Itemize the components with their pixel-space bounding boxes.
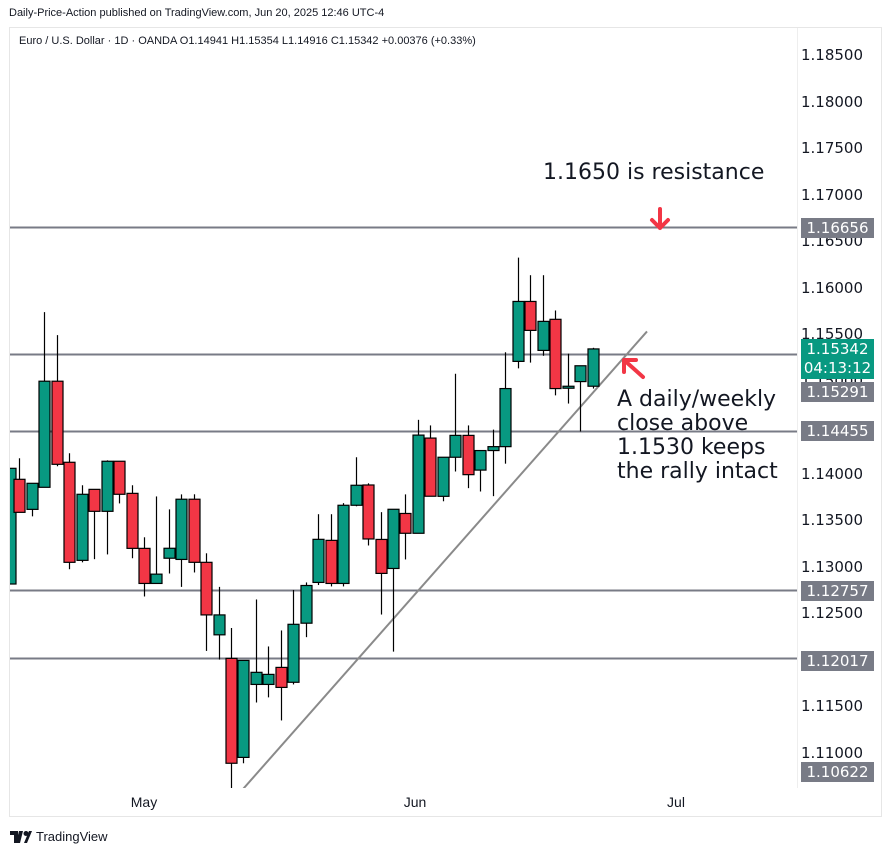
support-annotation-line-3: 1.1530 keeps xyxy=(617,435,766,460)
bearish-candle[interactable] xyxy=(113,460,126,495)
bullish-candle[interactable] xyxy=(300,584,313,624)
bearish-candle[interactable] xyxy=(200,561,213,616)
support-annotation: A daily/weekly close above 1.1530 keeps … xyxy=(617,388,778,484)
bullish-candle[interactable] xyxy=(10,467,17,585)
published-caption: Daily-Price-Action published on TradingV… xyxy=(9,7,385,19)
chart-frame xyxy=(9,27,882,817)
bullish-candle[interactable] xyxy=(101,460,114,512)
current-price-badge: 1.15342 04:13:12 xyxy=(801,339,874,379)
bearish-candle[interactable] xyxy=(275,666,288,689)
level-price-label: 1.14455 xyxy=(801,421,874,441)
price-tick: 1.18500 xyxy=(800,46,863,64)
support-annotation-line-1: A daily/weekly xyxy=(617,387,777,412)
brand-name: TradingView xyxy=(36,829,108,844)
bullish-candle[interactable] xyxy=(76,493,89,561)
bearish-candle[interactable] xyxy=(375,538,388,574)
up-left-arrow-icon xyxy=(622,358,645,379)
bullish-candle[interactable] xyxy=(537,320,550,352)
candlestick-plot xyxy=(10,207,797,788)
bullish-candle[interactable] xyxy=(312,538,325,584)
bearish-candle[interactable] xyxy=(138,547,151,585)
price-tick: 1.12500 xyxy=(800,604,863,623)
trendline[interactable] xyxy=(228,330,648,788)
bullish-candle[interactable] xyxy=(350,484,363,506)
time-axis[interactable]: May Jun Jul xyxy=(10,788,797,816)
bullish-candle[interactable] xyxy=(474,449,487,471)
bullish-candle[interactable] xyxy=(213,614,226,636)
level-price-label: 1.10622 xyxy=(801,762,874,782)
support-annotation-line-4: the rally intact xyxy=(617,459,778,484)
resistance-annotation: 1.1650 is resistance xyxy=(543,160,765,185)
bullish-candle[interactable] xyxy=(499,387,512,448)
time-tick: Jul xyxy=(667,794,685,810)
bullish-candle[interactable] xyxy=(587,348,600,387)
level-price-label: 1.12757 xyxy=(801,581,874,601)
bearish-candle[interactable] xyxy=(549,318,562,390)
bearish-candle[interactable] xyxy=(88,488,101,512)
tradingview-logo-icon xyxy=(10,830,32,843)
price-axis[interactable]: 1.18500 1.18000 1.17500 1.17000 1.16500 1.160… xyxy=(797,28,881,788)
bearish-candle[interactable] xyxy=(399,512,412,534)
level-price-label: 1.16656 xyxy=(801,218,874,238)
bullish-candle[interactable] xyxy=(387,508,400,570)
price-tick: 1.14000 xyxy=(800,464,863,483)
bullish-candle[interactable] xyxy=(237,659,250,758)
bullish-candle[interactable] xyxy=(150,573,163,585)
time-tick: May xyxy=(130,794,158,810)
bullish-candle[interactable] xyxy=(487,446,500,452)
bullish-candle[interactable] xyxy=(574,365,587,383)
bullish-candle[interactable] xyxy=(262,673,275,686)
bearish-candle[interactable] xyxy=(424,437,437,497)
bearish-candle[interactable] xyxy=(362,484,375,540)
bearish-candle[interactable] xyxy=(63,461,76,563)
bearish-candle[interactable] xyxy=(51,380,64,465)
time-tick: Jun xyxy=(403,794,427,810)
price-tick: 1.17500 xyxy=(800,139,863,158)
bullish-candle[interactable] xyxy=(287,623,300,683)
bearish-candle[interactable] xyxy=(462,434,475,476)
price-tick: 1.13000 xyxy=(800,557,863,576)
bullish-candle[interactable] xyxy=(337,504,350,585)
support-annotation-line-2: close above xyxy=(617,411,749,436)
bullish-candle[interactable] xyxy=(449,434,462,458)
bullish-candle[interactable] xyxy=(163,547,176,559)
current-price: 1.15342 xyxy=(806,340,869,358)
price-tick: 1.17000 xyxy=(800,185,863,204)
bullish-candle[interactable] xyxy=(437,456,450,497)
bearish-candle[interactable] xyxy=(325,539,338,585)
bullish-candle[interactable] xyxy=(562,385,575,389)
bullish-candle[interactable] xyxy=(38,380,51,488)
bullish-candle[interactable] xyxy=(412,434,425,534)
price-chart-pane[interactable] xyxy=(10,28,797,788)
level-price-label: 1.15291 xyxy=(801,382,874,402)
price-tick: 1.11500 xyxy=(800,697,863,716)
bearish-candle[interactable] xyxy=(188,498,201,563)
bullish-candle[interactable] xyxy=(175,498,188,561)
price-tick: 1.15500 xyxy=(800,325,863,344)
bullish-candle[interactable] xyxy=(26,482,39,510)
level-price-label: 1.12017 xyxy=(801,651,874,671)
price-tick: 1.18000 xyxy=(800,92,863,111)
bearish-candle[interactable] xyxy=(126,492,139,549)
bearish-candle[interactable] xyxy=(13,478,26,513)
tradingview-brand[interactable]: TradingView xyxy=(10,829,108,844)
down-arrow-icon xyxy=(650,207,670,230)
bullish-candle[interactable] xyxy=(250,671,263,686)
price-tick: 1.13500 xyxy=(800,511,863,530)
bar-countdown: 04:13:12 xyxy=(803,359,872,377)
price-tick: 1.16000 xyxy=(800,278,863,297)
symbol-legend: Euro / U.S. Dollar · 1D · OANDA O1.14941… xyxy=(19,35,476,47)
bullish-candle[interactable] xyxy=(512,300,525,362)
bearish-candle[interactable] xyxy=(225,657,238,764)
price-tick: 1.11000 xyxy=(800,744,863,763)
bearish-candle[interactable] xyxy=(524,300,537,331)
